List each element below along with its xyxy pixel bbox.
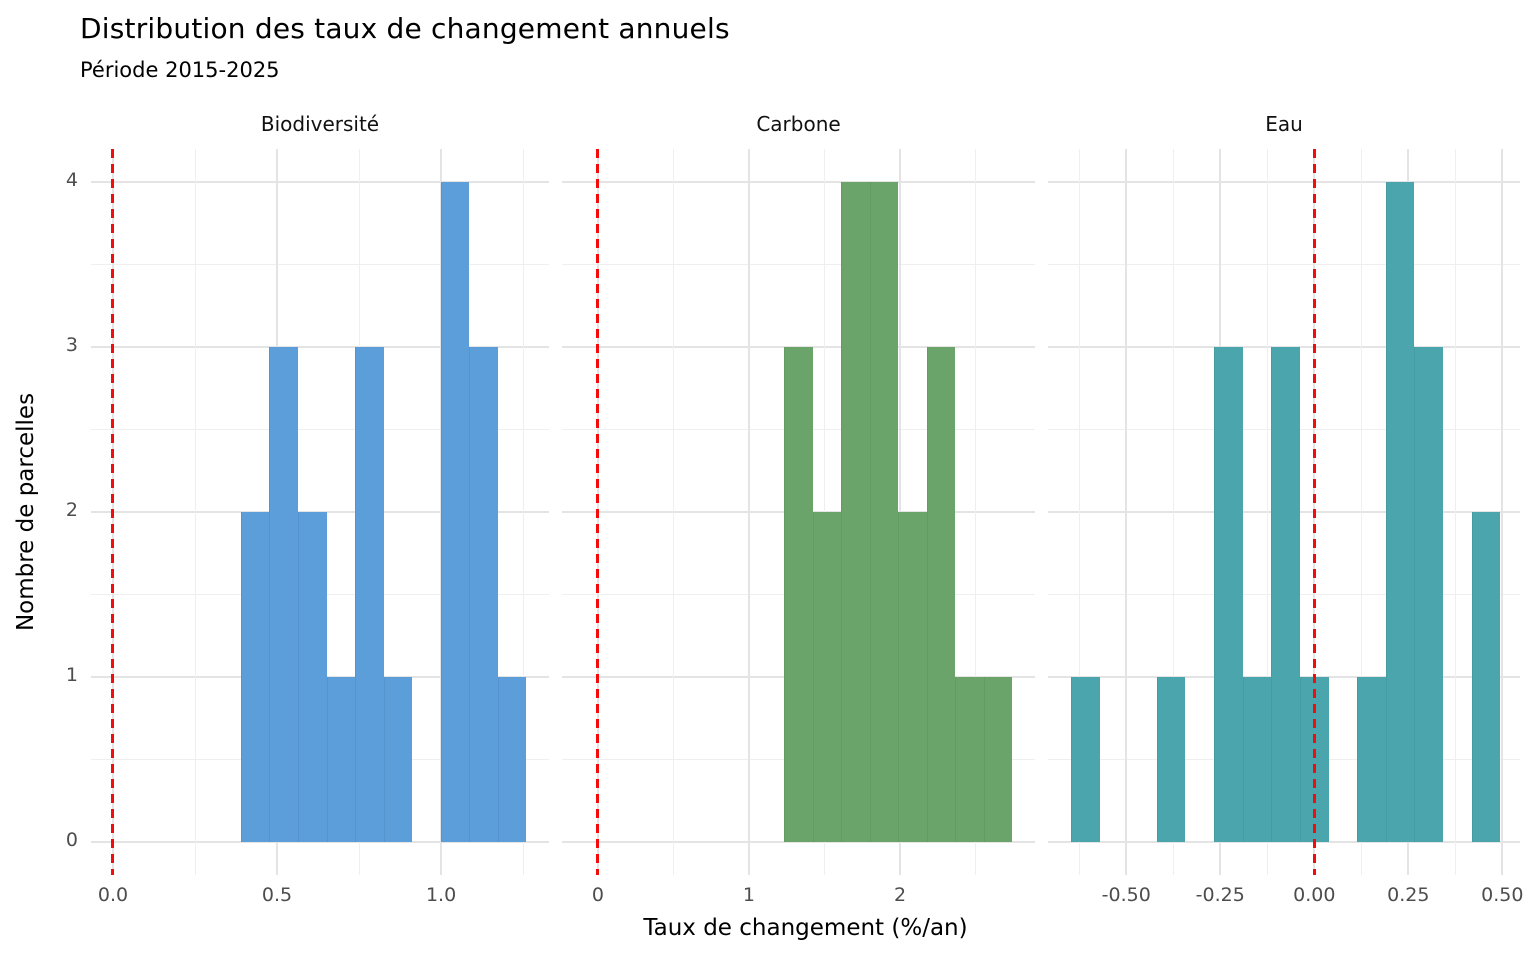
histogram-bar: [812, 512, 842, 842]
gridline-y-minor: [91, 429, 549, 430]
gridline-x-minor: [672, 149, 674, 875]
histogram-bar: [355, 347, 384, 842]
zero-reference-line: [111, 149, 115, 875]
y-tick-label: 4: [65, 169, 78, 191]
histogram-bar: [784, 347, 813, 842]
histogram-bar: [926, 347, 956, 842]
histogram-bar: [1414, 347, 1443, 842]
x-tick-label: 0.0: [97, 884, 129, 906]
histogram-bar: [469, 347, 498, 842]
histogram-bar: [869, 182, 899, 842]
y-tick-label: 1: [65, 664, 78, 686]
histogram-bar: [383, 677, 413, 842]
histogram-bar: [326, 677, 356, 842]
x-tick-label: 1: [742, 884, 755, 906]
zero-reference-line: [1312, 149, 1316, 875]
gridline-y-minor: [562, 264, 1035, 265]
gridline-y-minor: [91, 264, 549, 265]
histogram-bar: [1271, 347, 1300, 842]
gridline-x-minor: [1078, 149, 1080, 875]
histogram-bar: [955, 677, 984, 842]
histogram-bar: [983, 677, 1013, 842]
histogram-bar: [1156, 677, 1186, 842]
gridline-y-major: [562, 841, 1035, 843]
gridline-x-major: [747, 149, 750, 875]
gridline-x-minor: [1454, 149, 1456, 875]
gridline-y-major: [562, 181, 1035, 183]
gridline-y-major: [91, 841, 549, 843]
gridline-x-major: [1125, 149, 1128, 875]
gridline-y-major: [91, 181, 549, 183]
x-tick-label: 1.0: [425, 884, 457, 906]
facet-title-biodiversite: Biodiversité: [260, 112, 380, 136]
histogram-bar: [1357, 677, 1386, 842]
x-tick-label: -0.50: [1101, 884, 1151, 906]
panel-carbone: [562, 149, 1035, 875]
x-tick-label: 0.25: [1387, 884, 1430, 906]
x-tick-label: 0: [591, 884, 604, 906]
x-tick-label: 0.00: [1293, 884, 1336, 906]
gridline-x-minor: [194, 149, 196, 875]
zero-reference-line: [596, 149, 600, 875]
gridline-x-minor: [522, 149, 524, 875]
histogram-bar: [497, 677, 527, 842]
panel-biodiversite: [91, 149, 549, 875]
histogram-bar: [298, 512, 327, 842]
chart-title: Distribution des taux de changement annu…: [80, 12, 730, 45]
gridline-y-major: [1048, 181, 1520, 183]
gridline-x-major: [1501, 149, 1504, 875]
facet-title-carbone: Carbone: [756, 112, 841, 136]
histogram-bar: [1242, 677, 1272, 842]
histogram-bar: [898, 512, 927, 842]
gridline-y-major: [91, 346, 549, 348]
y-tick-label: 2: [65, 499, 78, 521]
chart-subtitle: Période 2015-2025: [80, 58, 280, 82]
gridline-y-major: [1048, 841, 1520, 843]
histogram-bar: [240, 512, 270, 842]
histogram-bar: [1385, 182, 1415, 842]
panel-eau: [1048, 149, 1520, 875]
gridline-x-minor: [1172, 149, 1174, 875]
y-tick-label: 0: [65, 829, 78, 851]
gridline-x-minor: [1266, 149, 1268, 875]
x-axis-title: Taux de changement (%/an): [643, 915, 968, 941]
x-tick-label: 2: [893, 884, 907, 906]
x-tick-label: -0.25: [1195, 884, 1245, 906]
x-tick-label: 0.5: [261, 884, 293, 906]
histogram-bar: [1213, 347, 1243, 842]
histogram-bar: [1070, 677, 1100, 842]
gridline-x-minor: [974, 149, 976, 875]
facet-title-eau: Eau: [1265, 112, 1303, 136]
y-tick-label: 3: [65, 334, 78, 356]
histogram-bar: [841, 182, 870, 842]
histogram-bar: [269, 347, 298, 842]
gridline-x-minor: [1360, 149, 1362, 875]
histogram-bar: [440, 182, 470, 842]
gridline-y-minor: [1048, 264, 1520, 265]
x-tick-label: 0.50: [1481, 884, 1524, 906]
histogram-bar: [1471, 512, 1501, 842]
